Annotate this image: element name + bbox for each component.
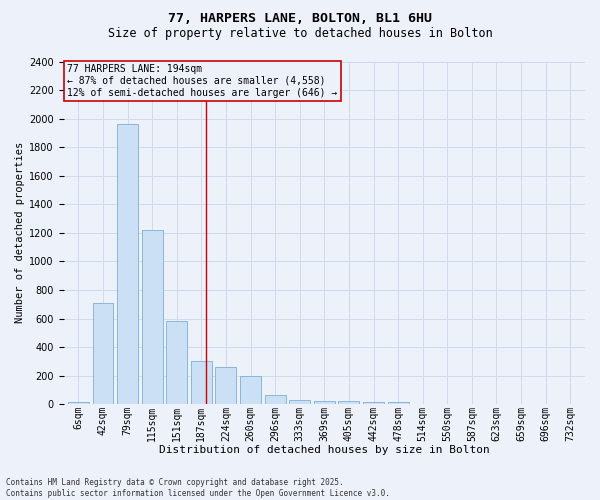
Bar (265, 395, 286, 404)
Bar (117, 124, 138, 404)
Bar (215, 367, 236, 404)
Text: Size of property relative to detached houses in Bolton: Size of property relative to detached ho… (107, 28, 493, 40)
Text: Contains HM Land Registry data © Crown copyright and database right 2025.
Contai: Contains HM Land Registry data © Crown c… (6, 478, 390, 498)
X-axis label: Distribution of detached houses by size in Bolton: Distribution of detached houses by size … (159, 445, 490, 455)
Bar (142, 230, 163, 404)
Y-axis label: Number of detached properties: Number of detached properties (15, 142, 25, 324)
Text: 77, HARPERS LANE, BOLTON, BL1 6HU: 77, HARPERS LANE, BOLTON, BL1 6HU (168, 12, 432, 26)
Bar (92, 303, 113, 404)
Bar (363, 402, 384, 404)
Bar (240, 376, 261, 404)
Bar (388, 402, 409, 404)
Bar (166, 322, 187, 404)
Bar (289, 400, 310, 404)
Bar (338, 402, 359, 404)
Text: 77 HARPERS LANE: 194sqm
← 87% of detached houses are smaller (4,558)
12% of semi: 77 HARPERS LANE: 194sqm ← 87% of detache… (67, 64, 338, 98)
Bar (314, 402, 335, 404)
Bar (191, 360, 212, 404)
Bar (68, 402, 89, 404)
